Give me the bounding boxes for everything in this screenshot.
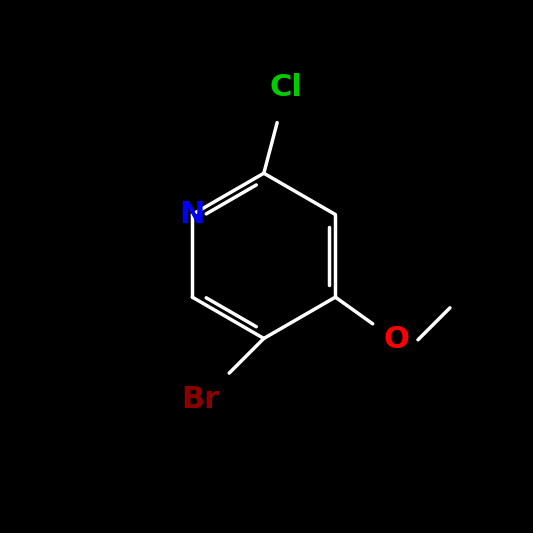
Text: Cl: Cl bbox=[270, 74, 303, 102]
Text: O: O bbox=[384, 325, 410, 354]
Text: Br: Br bbox=[181, 385, 219, 414]
Text: N: N bbox=[180, 200, 205, 229]
